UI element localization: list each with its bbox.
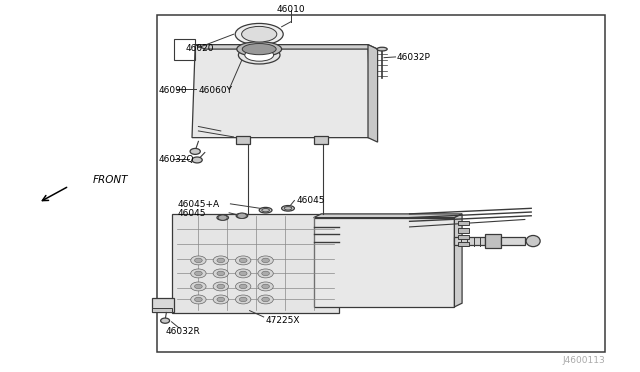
Text: 47225X: 47225X: [266, 316, 300, 325]
Circle shape: [258, 269, 273, 278]
Circle shape: [237, 213, 246, 218]
Circle shape: [195, 271, 202, 276]
Bar: [458, 221, 469, 225]
Circle shape: [258, 282, 273, 291]
Bar: [157, 15, 605, 352]
Ellipse shape: [259, 208, 272, 213]
Circle shape: [213, 269, 228, 278]
Ellipse shape: [262, 208, 269, 212]
Polygon shape: [195, 45, 378, 49]
Bar: [458, 235, 469, 239]
Polygon shape: [454, 214, 462, 307]
Text: 46032R: 46032R: [165, 327, 200, 336]
Ellipse shape: [217, 215, 228, 220]
Circle shape: [213, 295, 228, 304]
Text: 46090: 46090: [159, 86, 188, 94]
Circle shape: [195, 297, 202, 302]
Circle shape: [217, 271, 225, 276]
Circle shape: [262, 297, 269, 302]
Circle shape: [217, 297, 225, 302]
Circle shape: [191, 295, 206, 304]
Text: J4600113: J4600113: [562, 356, 605, 365]
Bar: [501, 237, 525, 245]
Circle shape: [195, 284, 202, 289]
Circle shape: [213, 282, 228, 291]
Circle shape: [218, 215, 227, 220]
Circle shape: [217, 284, 225, 289]
Polygon shape: [314, 214, 462, 218]
Text: 46045: 46045: [178, 209, 207, 218]
Circle shape: [236, 256, 251, 265]
Circle shape: [258, 295, 273, 304]
Circle shape: [213, 256, 228, 265]
Circle shape: [258, 256, 273, 265]
Circle shape: [236, 295, 251, 304]
Text: 46060Y: 46060Y: [198, 86, 232, 94]
Circle shape: [262, 258, 269, 263]
Ellipse shape: [236, 23, 284, 45]
Bar: [314, 136, 328, 144]
Circle shape: [217, 258, 225, 263]
Circle shape: [161, 318, 170, 323]
Circle shape: [262, 271, 269, 276]
Bar: [454, 237, 485, 245]
Circle shape: [239, 284, 247, 289]
Ellipse shape: [242, 26, 277, 42]
Text: 46032P: 46032P: [397, 53, 431, 62]
Bar: [458, 228, 469, 232]
Bar: [458, 242, 469, 246]
Text: 46010: 46010: [277, 5, 305, 14]
Circle shape: [239, 297, 247, 302]
Text: 46045: 46045: [296, 196, 325, 205]
Ellipse shape: [282, 205, 294, 211]
Text: 46020: 46020: [186, 44, 214, 53]
Text: FRONT: FRONT: [93, 176, 128, 185]
Circle shape: [191, 282, 206, 291]
Circle shape: [190, 148, 200, 154]
Bar: [314, 218, 454, 307]
Ellipse shape: [236, 213, 248, 218]
Circle shape: [195, 258, 202, 263]
Text: 46045+A: 46045+A: [178, 200, 220, 209]
Ellipse shape: [284, 206, 292, 210]
Circle shape: [192, 157, 202, 163]
Circle shape: [236, 282, 251, 291]
Polygon shape: [172, 214, 339, 313]
Circle shape: [191, 269, 206, 278]
Polygon shape: [152, 308, 172, 312]
Ellipse shape: [237, 42, 282, 57]
Text: 46032Q: 46032Q: [159, 155, 194, 164]
Ellipse shape: [377, 47, 387, 51]
Polygon shape: [152, 298, 174, 312]
Polygon shape: [192, 45, 371, 138]
Ellipse shape: [245, 49, 274, 61]
Circle shape: [239, 271, 247, 276]
Circle shape: [239, 258, 247, 263]
Polygon shape: [368, 45, 378, 142]
Bar: [485, 234, 501, 248]
Ellipse shape: [526, 235, 540, 247]
Circle shape: [191, 256, 206, 265]
Ellipse shape: [239, 46, 280, 64]
Bar: [236, 136, 250, 144]
Circle shape: [262, 284, 269, 289]
Ellipse shape: [243, 44, 276, 55]
Circle shape: [236, 269, 251, 278]
